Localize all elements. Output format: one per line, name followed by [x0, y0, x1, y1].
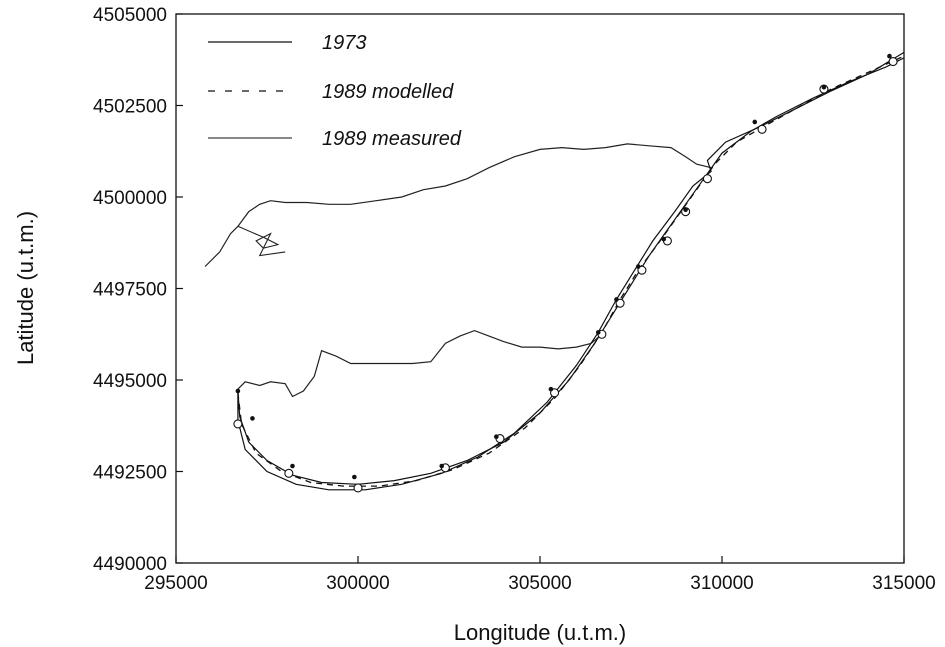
- open-marker: [233, 419, 243, 429]
- x-tick-label: 295000: [144, 573, 207, 594]
- open-marker: [888, 57, 898, 67]
- filled-marker: [439, 463, 445, 469]
- open-marker: [615, 298, 625, 308]
- filled-marker: [494, 434, 499, 440]
- coastline-south: [237, 329, 603, 398]
- legend-label-1973: 1973: [322, 32, 367, 54]
- x-tick-label: 305000: [508, 573, 571, 594]
- y-axis-title: Latitude (u.t.m.): [13, 211, 38, 365]
- coastline-north: [204, 143, 712, 267]
- filled-marker: [661, 236, 667, 242]
- open-marker: [284, 468, 294, 478]
- open-marker: [757, 124, 767, 134]
- harbour-north: [237, 225, 286, 257]
- axis-ticks: 295000 300000 305000 310000 315000 4490000 449…: [93, 5, 936, 594]
- x-tick-label: 300000: [326, 573, 389, 594]
- filled-marker: [352, 474, 357, 480]
- legend: 1973 1989 modelled 1989 measured: [208, 32, 462, 150]
- y-tick-label: 4492500: [93, 463, 167, 484]
- filled-marker: [250, 416, 255, 421]
- y-tick-label: 4490000: [93, 554, 167, 575]
- series-line-1973: [237, 57, 905, 485]
- open-marker: [702, 174, 712, 184]
- filled-marker: [614, 297, 619, 302]
- filled-marker: [683, 207, 688, 213]
- plot-frame: [175, 13, 905, 564]
- filled-marker: [821, 84, 827, 90]
- filled-marker: [548, 386, 554, 392]
- x-tick-label: 315000: [872, 573, 935, 594]
- series-layer: [237, 51, 905, 491]
- filled-marker: [635, 264, 641, 269]
- open-marker: [353, 483, 363, 493]
- open-marker: [550, 388, 560, 398]
- legend-label-1989-modelled: 1989 modelled: [322, 81, 454, 103]
- x-axis-title: Longitude (u.t.m.): [454, 620, 626, 645]
- y-tick-label: 4502500: [93, 97, 167, 118]
- marker-layer: [233, 53, 898, 493]
- legend-label-1989-measured: 1989 measured: [322, 128, 462, 150]
- coastline-layer: [204, 143, 712, 398]
- x-tick-label: 310000: [690, 573, 753, 594]
- y-tick-label: 4495000: [93, 371, 167, 392]
- filled-marker: [595, 330, 601, 335]
- y-tick-label: 4497500: [93, 280, 167, 301]
- open-marker: [637, 265, 647, 275]
- y-tick-label: 4505000: [93, 5, 167, 26]
- series-line-1989-measured: [237, 51, 905, 491]
- filled-marker: [235, 388, 241, 394]
- filled-marker: [887, 53, 892, 59]
- filled-marker: [290, 463, 295, 469]
- filled-marker: [752, 119, 758, 125]
- y-tick-label: 4500000: [93, 188, 167, 209]
- series-line-1989-modelled: [237, 55, 905, 487]
